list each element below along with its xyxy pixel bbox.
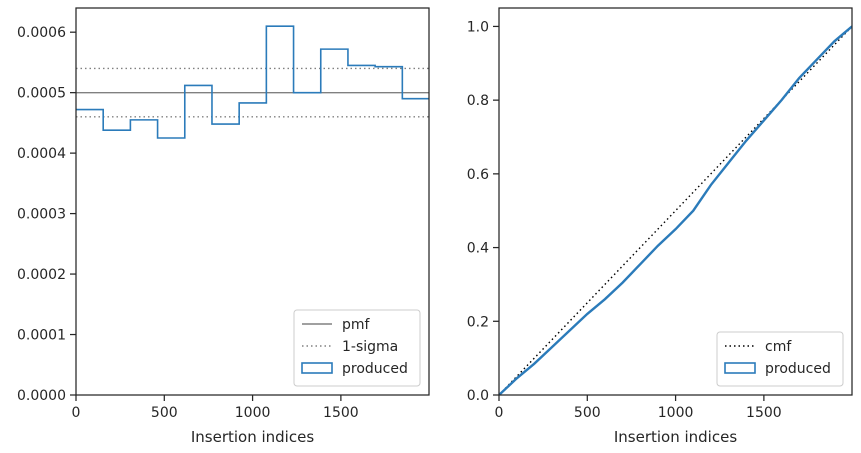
produced-step-line <box>76 25 429 139</box>
legend-box <box>293 309 421 387</box>
y-tick-label: 0.0006 <box>17 25 66 41</box>
legend-label-cmf: cmf <box>765 339 792 355</box>
y-tick-label: 0.0002 <box>17 267 66 283</box>
x-axis-label: Insertion indices <box>191 428 314 446</box>
y-tick-label: 0.0 <box>467 388 489 404</box>
x-tick-label: 1500 <box>746 405 782 421</box>
x-tick-label: 1000 <box>235 405 271 421</box>
x-tick-label: 500 <box>574 405 601 421</box>
legend-handle-produced <box>301 362 333 374</box>
x-tick-label: 500 <box>151 405 178 421</box>
legend: cmf produced <box>716 331 844 387</box>
y-tick-label: 0.6 <box>467 167 489 183</box>
y-tick-label: 0.0005 <box>17 86 66 102</box>
y-tick-label: 0.4 <box>467 241 489 257</box>
y-tick-label: 0.0001 <box>17 328 66 344</box>
plot-content <box>76 25 429 139</box>
legend-label-1-sigma: 1-sigma <box>342 339 398 355</box>
right-plot: 0 500 1000 1500 0.0 0.2 0.4 0.6 0.8 1.0 Insertion … <box>467 7 853 446</box>
x-tick-label: 0 <box>495 405 504 421</box>
legend-handle-produced <box>724 362 756 374</box>
legend-label-produced: produced <box>765 361 831 377</box>
y-tick-label: 1.0 <box>467 19 489 35</box>
x-tick-label: 1000 <box>658 405 694 421</box>
y-tick-label: 0.8 <box>467 93 489 109</box>
x-tick-label: 1500 <box>323 405 359 421</box>
y-tick-label: 0.2 <box>467 314 489 330</box>
legend: pmf 1-sigma produced <box>293 309 421 387</box>
y-tick-label: 0.0003 <box>17 207 66 223</box>
x-tick-label: 0 <box>72 405 81 421</box>
x-axis-label: Insertion indices <box>614 428 737 446</box>
y-tick-label: 0.0000 <box>17 388 66 404</box>
legend-label-produced: produced <box>342 361 408 377</box>
y-tick-label: 0.0004 <box>17 146 66 162</box>
legend-label-pmf: pmf <box>342 317 371 333</box>
left-plot: 0 500 1000 1500 0.0000 0.0001 0.0002 0.0003 0.00… <box>17 7 430 446</box>
